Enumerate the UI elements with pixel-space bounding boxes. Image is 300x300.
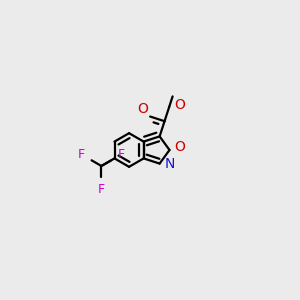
Text: N: N bbox=[164, 157, 175, 171]
Text: F: F bbox=[78, 148, 85, 161]
Text: F: F bbox=[118, 148, 125, 161]
Text: O: O bbox=[174, 140, 185, 154]
Text: F: F bbox=[98, 183, 105, 196]
Text: O: O bbox=[138, 101, 148, 116]
Text: O: O bbox=[174, 98, 185, 112]
